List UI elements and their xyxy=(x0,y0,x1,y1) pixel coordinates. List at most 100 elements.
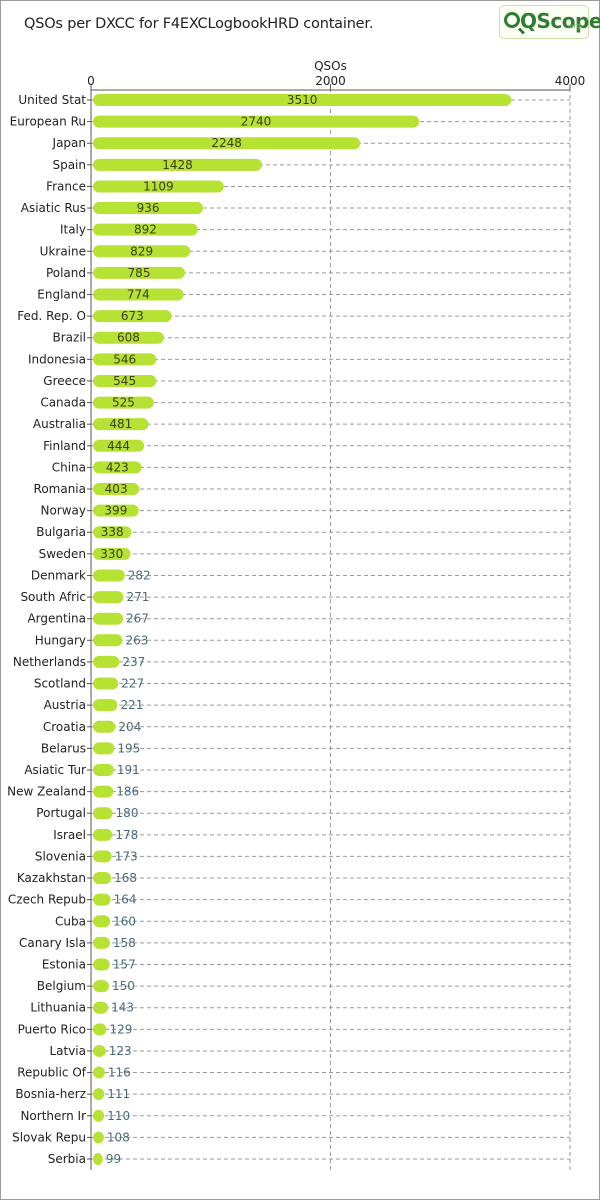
category-label: Lithuania xyxy=(30,1001,86,1015)
category-label: Belarus xyxy=(41,741,86,755)
value-label: 282 xyxy=(128,568,151,582)
bar xyxy=(93,655,120,668)
category-label: Bulgaria xyxy=(36,525,86,539)
category-label: Canary Isla xyxy=(19,936,86,950)
value-label: 99 xyxy=(106,1152,121,1166)
bar xyxy=(93,1088,105,1101)
bar xyxy=(93,807,113,820)
category-label: Brazil xyxy=(53,331,87,345)
x-tick-label: 4000 xyxy=(555,74,586,88)
value-label: 267 xyxy=(126,612,149,626)
category-label: Croatia xyxy=(43,720,86,734)
value-label: 608 xyxy=(117,331,140,345)
category-label: European Ru xyxy=(10,115,86,129)
value-label: 116 xyxy=(108,1066,131,1080)
bar xyxy=(93,915,111,928)
category-label: Ukraine xyxy=(40,244,86,258)
logo-word: QScope xyxy=(520,9,600,33)
category-label: Finland xyxy=(43,439,86,453)
bar xyxy=(93,202,204,215)
category-label: Norway xyxy=(40,504,86,518)
value-label: 338 xyxy=(101,525,124,539)
category-label: Bosnia-herz xyxy=(15,1087,86,1101)
x-tick-label: 0 xyxy=(87,74,95,88)
value-label: 158 xyxy=(113,936,136,950)
bar xyxy=(93,223,198,236)
value-label: 204 xyxy=(118,720,141,734)
value-label: 168 xyxy=(114,871,137,885)
value-label: 444 xyxy=(107,439,130,453)
category-label: England xyxy=(37,288,86,302)
bar xyxy=(93,547,131,560)
value-label: 892 xyxy=(134,223,157,237)
category-label: Czech Repub xyxy=(8,893,86,907)
category-label: Slovenia xyxy=(35,849,86,863)
bar xyxy=(93,785,114,798)
bar xyxy=(93,158,263,171)
value-label: 785 xyxy=(128,266,151,280)
category-label: Austria xyxy=(44,698,86,712)
bar xyxy=(93,893,111,906)
bar xyxy=(93,958,110,971)
bar xyxy=(93,828,113,841)
category-label: France xyxy=(46,179,86,193)
bar xyxy=(93,850,112,863)
category-label: Northern Ir xyxy=(20,1109,86,1123)
bar xyxy=(93,569,125,582)
category-label: Denmark xyxy=(31,568,86,582)
value-label: 178 xyxy=(115,828,138,842)
value-label: 237 xyxy=(122,655,145,669)
bar xyxy=(93,331,164,344)
qscope-logo[interactable]: QScope .org xyxy=(499,5,600,39)
value-label: 481 xyxy=(109,417,132,431)
category-label: Scotland xyxy=(34,677,86,691)
magnifier-icon xyxy=(504,12,520,28)
category-label: Israel xyxy=(53,828,86,842)
bar xyxy=(93,1023,107,1036)
bar xyxy=(93,763,114,776)
x-axis: 0 2000 4000 QSOs xyxy=(87,59,585,1170)
x-axis-title: QSOs xyxy=(314,59,347,73)
bar xyxy=(93,526,132,539)
x-tick-label: 2000 xyxy=(315,74,346,88)
category-label: Australia xyxy=(33,417,86,431)
bar xyxy=(93,353,157,366)
category-label: Greece xyxy=(43,374,86,388)
bar xyxy=(93,699,118,712)
bar xyxy=(93,936,110,949)
category-label: Argentina xyxy=(27,612,86,626)
value-label: 123 xyxy=(109,1044,132,1058)
category-label: Kazakhstan xyxy=(17,871,86,885)
value-label: 829 xyxy=(130,244,153,258)
bar xyxy=(93,612,123,625)
value-label: 403 xyxy=(105,482,128,496)
category-label: Belgium xyxy=(37,979,86,993)
category-label: Serbia xyxy=(48,1152,86,1166)
category-label: Republic Of xyxy=(17,1066,87,1080)
category-label: Italy xyxy=(60,223,86,237)
bar xyxy=(93,396,154,409)
category-labels: United Stat European Ru Japan Spain France As… xyxy=(7,93,87,1166)
bar xyxy=(93,418,149,431)
bar xyxy=(93,742,115,755)
value-label: 673 xyxy=(121,309,144,323)
category-label: New Zealand xyxy=(7,785,86,799)
bar xyxy=(93,288,184,301)
category-label: Romania xyxy=(34,482,86,496)
bar xyxy=(93,94,512,106)
value-label: 399 xyxy=(104,504,127,518)
category-label: Poland xyxy=(46,266,86,280)
category-label: Asiatic Tur xyxy=(24,763,86,777)
bar xyxy=(93,1066,105,1079)
value-label: 195 xyxy=(117,741,140,755)
bar xyxy=(93,1131,104,1144)
value-label: 423 xyxy=(106,460,129,474)
bar xyxy=(93,872,112,885)
bar xyxy=(93,1153,103,1165)
value-label: 160 xyxy=(113,914,136,928)
category-label: Estonia xyxy=(42,957,86,971)
value-label: 330 xyxy=(100,547,123,561)
bar xyxy=(93,1109,105,1122)
category-label: Netherlands xyxy=(13,655,86,669)
